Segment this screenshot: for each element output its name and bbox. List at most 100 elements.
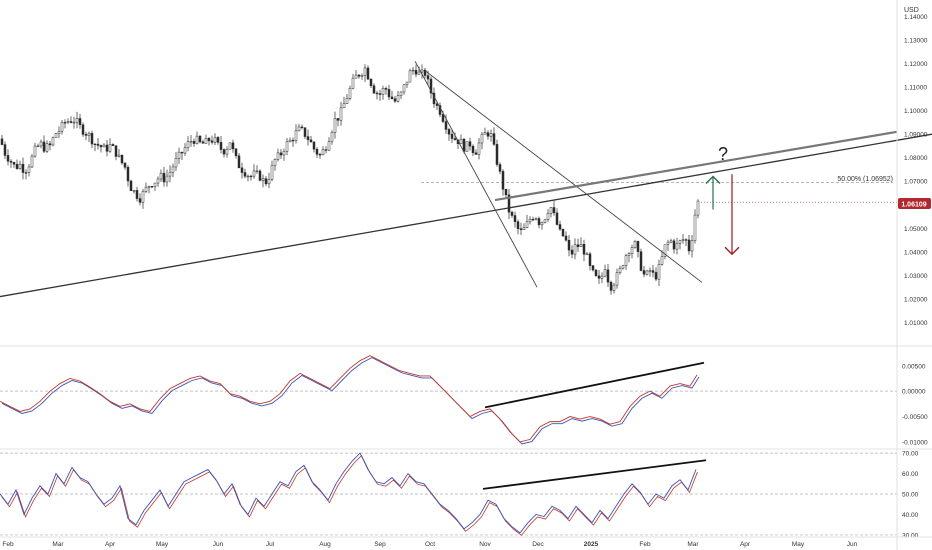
candle-body bbox=[339, 107, 343, 121]
candle-body bbox=[330, 132, 334, 142]
candle-body bbox=[696, 200, 700, 216]
candle-body bbox=[132, 190, 136, 192]
candle-body bbox=[561, 228, 565, 237]
time-tick-label: Jul bbox=[266, 541, 275, 548]
candle-body bbox=[660, 256, 664, 265]
candle-body bbox=[33, 145, 37, 157]
candle-body bbox=[453, 138, 457, 141]
candle-body bbox=[231, 142, 235, 150]
candle-body bbox=[213, 137, 217, 143]
candle-body bbox=[78, 118, 82, 126]
candle-body bbox=[42, 141, 46, 152]
osc2-tick-label: 70.00 bbox=[902, 451, 919, 458]
price-tick-label: 1.01000 bbox=[904, 320, 928, 327]
resistance-trendline bbox=[494, 130, 898, 202]
price-tick-label: 1.13000 bbox=[904, 38, 928, 45]
candle-body bbox=[666, 241, 670, 245]
candle-body bbox=[123, 162, 127, 168]
time-tick-label: Apr bbox=[105, 541, 116, 548]
candle-body bbox=[528, 218, 532, 223]
oscillator-2-panel[interactable] bbox=[0, 452, 897, 536]
oscillator-1-panel[interactable] bbox=[0, 355, 897, 445]
candle-body bbox=[597, 275, 601, 279]
osc1-signal-line bbox=[1, 357, 700, 445]
candle-body bbox=[552, 207, 556, 214]
osc2-trendline[interactable] bbox=[482, 459, 707, 490]
candle-body bbox=[612, 284, 616, 291]
candle-body bbox=[252, 170, 256, 177]
candle-body bbox=[537, 218, 541, 226]
candle-body bbox=[357, 74, 361, 77]
candle-body bbox=[342, 103, 346, 109]
candle-body bbox=[513, 215, 517, 222]
candle-body bbox=[129, 180, 133, 192]
candle-body bbox=[225, 148, 229, 155]
osc2-series bbox=[0, 452, 698, 536]
candle-body bbox=[468, 141, 472, 147]
candle-body bbox=[345, 98, 349, 104]
candle-body bbox=[93, 143, 97, 146]
candle-body bbox=[516, 221, 520, 229]
candle-body bbox=[192, 141, 196, 144]
candle-body bbox=[567, 239, 571, 251]
candle-body bbox=[0, 138, 4, 145]
candle-body bbox=[312, 141, 316, 150]
candle-body bbox=[675, 243, 679, 250]
candle-body bbox=[630, 247, 634, 254]
candle-body bbox=[639, 251, 643, 271]
trendlines-group[interactable] bbox=[0, 60, 932, 298]
candle-body bbox=[549, 207, 553, 214]
candle-body bbox=[495, 144, 499, 165]
candle-body bbox=[585, 253, 589, 255]
candle-body bbox=[669, 240, 673, 243]
down-arrow-head bbox=[724, 246, 740, 256]
candle-body bbox=[510, 211, 514, 216]
candle-body bbox=[285, 141, 289, 152]
time-tick-label: 2025 bbox=[584, 541, 599, 548]
candle-body bbox=[576, 244, 580, 247]
candle-body bbox=[9, 160, 13, 163]
price-tick-label: 1.09000 bbox=[904, 132, 928, 139]
steep-descending-trendline bbox=[414, 60, 538, 288]
candle-body bbox=[582, 244, 586, 255]
osc1-trendline[interactable] bbox=[484, 361, 705, 409]
candle-body bbox=[417, 71, 421, 75]
candle-body bbox=[3, 144, 7, 156]
candle-body bbox=[372, 85, 376, 94]
osc1-tick-label: 0.00000 bbox=[902, 389, 926, 396]
candle-body bbox=[405, 81, 409, 85]
candle-body bbox=[636, 241, 640, 252]
candle-body bbox=[489, 133, 493, 137]
candle-body bbox=[690, 240, 694, 252]
candle-body bbox=[333, 118, 337, 133]
question-mark-annotation: ? bbox=[718, 144, 728, 164]
candle-body bbox=[315, 148, 319, 155]
time-tick-label: Feb bbox=[2, 541, 14, 548]
candle-body bbox=[480, 133, 484, 144]
candle-body bbox=[87, 133, 91, 136]
candle-body bbox=[471, 145, 475, 154]
candle-body bbox=[45, 143, 49, 152]
price-tick-label: 1.04000 bbox=[904, 249, 928, 256]
osc2-guides bbox=[0, 452, 897, 536]
candle-body bbox=[153, 182, 157, 187]
candle-body bbox=[657, 264, 661, 280]
candle-body bbox=[108, 144, 112, 152]
last-price-badge-bg bbox=[898, 198, 931, 209]
candle-body bbox=[426, 75, 430, 80]
arrows-group bbox=[705, 174, 740, 256]
candle-body bbox=[336, 118, 340, 121]
candle-body bbox=[534, 218, 538, 220]
currency-label: USD bbox=[904, 7, 919, 14]
price-panel[interactable]: 50.00% (1.06952) ? bbox=[0, 60, 932, 298]
candle-body bbox=[36, 145, 40, 148]
candle-body bbox=[594, 269, 598, 277]
candle-body bbox=[21, 163, 25, 173]
time-axis[interactable]: Feb Mar Apr May Jun Jul Aug Sep Oct Nov Dec 2025 Feb… bbox=[2, 541, 857, 548]
candle-body bbox=[237, 155, 241, 169]
price-tick-label: 1.08000 bbox=[904, 155, 928, 162]
price-axis[interactable]: USD 1.140001.130001.120001.110001.100001… bbox=[896, 0, 931, 550]
candle-body bbox=[633, 241, 637, 248]
candle-body bbox=[447, 129, 451, 135]
candle-body bbox=[51, 137, 55, 146]
